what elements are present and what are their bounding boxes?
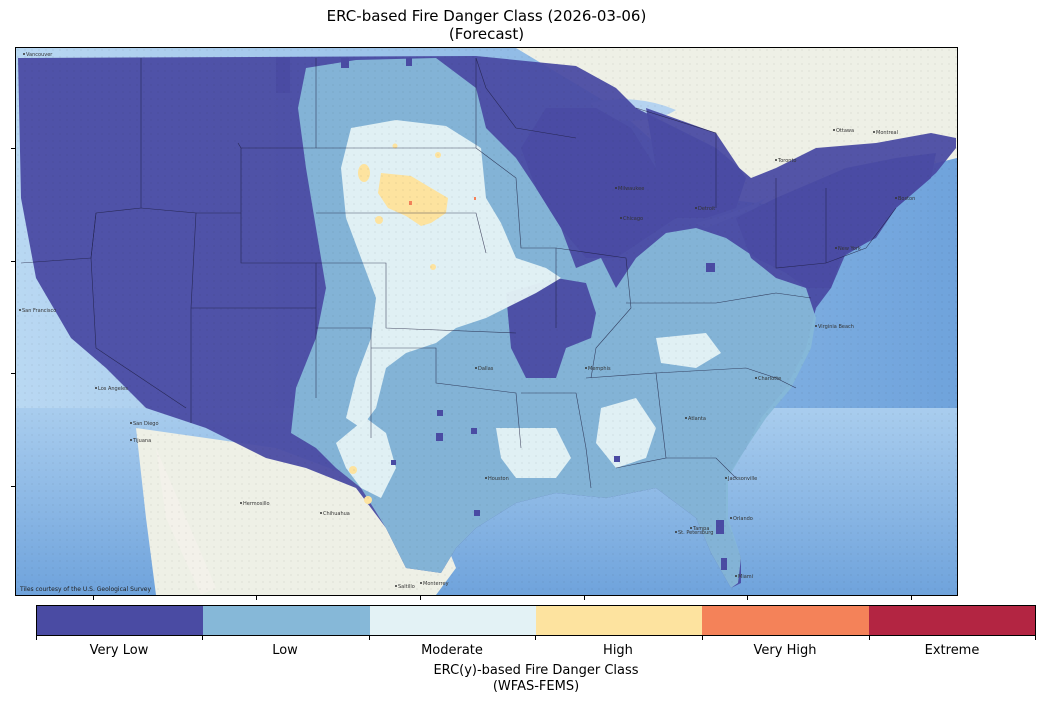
legend-tick bbox=[36, 636, 37, 640]
fire-danger-map: Vancouver Ottawa Montreal Toronto Milwaukee C… bbox=[16, 48, 957, 595]
city-dot bbox=[730, 517, 732, 519]
title-line-1: ERC-based Fire Danger Class (2026-03-06) bbox=[326, 7, 647, 25]
city-dot bbox=[130, 422, 132, 424]
city-dot bbox=[895, 197, 897, 199]
x-tick bbox=[256, 596, 257, 600]
city-label: San Diego bbox=[133, 421, 159, 427]
city-label: Saltillo bbox=[398, 584, 415, 590]
legend-colorbar bbox=[36, 605, 1036, 636]
city-label: Houston bbox=[488, 476, 509, 482]
y-tick bbox=[11, 148, 15, 149]
city-label: Toronto bbox=[777, 158, 796, 164]
city-dot bbox=[320, 512, 322, 514]
city-label: Vancouver bbox=[26, 52, 53, 58]
city-label: Dallas bbox=[478, 366, 494, 372]
x-tick bbox=[747, 596, 748, 600]
legend-tick bbox=[535, 636, 536, 640]
legend-tick bbox=[202, 636, 203, 640]
legend-label-moderate: Moderate bbox=[421, 643, 483, 658]
x-tick bbox=[584, 596, 585, 600]
city-dot bbox=[835, 247, 837, 249]
city-label: Miami bbox=[738, 574, 753, 580]
x-tick bbox=[93, 596, 94, 600]
city-label: San Francisco bbox=[22, 308, 56, 314]
city-dot bbox=[685, 417, 687, 419]
legend-swatch-very-high bbox=[702, 606, 869, 635]
chart-title: ERC-based Fire Danger Class (2026-03-06)… bbox=[0, 7, 973, 43]
city-dot bbox=[833, 129, 835, 131]
city-label: Chicago bbox=[623, 216, 643, 222]
city-label: Ottawa bbox=[836, 128, 854, 134]
city-dot bbox=[873, 131, 875, 133]
map-panel[interactable]: Vancouver Ottawa Montreal Toronto Milwaukee C… bbox=[15, 47, 958, 596]
legend-caption-line-1: ERC(y)-based Fire Danger Class bbox=[433, 663, 639, 678]
city-label: Virginia Beach bbox=[818, 324, 854, 330]
legend-swatch-high bbox=[535, 606, 703, 635]
y-tick bbox=[11, 373, 15, 374]
city-dot bbox=[775, 159, 777, 161]
city-dot bbox=[695, 207, 697, 209]
city-dot bbox=[130, 439, 132, 441]
legend-tick bbox=[702, 636, 703, 640]
legend-caption: ERC(y)-based Fire Danger Class (WFAS-FEM… bbox=[36, 663, 1036, 695]
city-label: Detroit bbox=[698, 206, 715, 212]
legend-tick bbox=[1035, 636, 1036, 640]
city-label: Charlotte bbox=[758, 376, 781, 382]
city-label: Milwaukee bbox=[618, 186, 644, 192]
legend-label-high: High bbox=[603, 643, 633, 658]
city-label: Monterrey bbox=[423, 581, 449, 587]
stipple-overlay bbox=[16, 48, 957, 595]
city-dot bbox=[690, 527, 692, 529]
city-dot bbox=[475, 367, 477, 369]
city-label: Montreal bbox=[876, 130, 898, 136]
city-label: Tijuana bbox=[132, 438, 151, 444]
y-tick bbox=[11, 261, 15, 262]
city-labels: Vancouver Ottawa Montreal Toronto Milwaukee C… bbox=[19, 52, 915, 590]
city-dot bbox=[240, 502, 242, 504]
city-dot bbox=[420, 582, 422, 584]
city-dot bbox=[615, 187, 617, 189]
city-label: Chihuahua bbox=[323, 511, 350, 517]
x-tick bbox=[911, 596, 912, 600]
city-dot bbox=[725, 477, 727, 479]
city-dot bbox=[675, 531, 677, 533]
legend-swatch-very-low bbox=[37, 606, 204, 635]
city-label: Jacksonville bbox=[727, 476, 757, 482]
legend-tick bbox=[369, 636, 370, 640]
city-dot bbox=[19, 309, 21, 311]
legend-label-low: Low bbox=[272, 643, 298, 658]
city-label: Hermosillo bbox=[243, 501, 270, 507]
city-dot bbox=[585, 367, 587, 369]
city-label: Tampa bbox=[692, 526, 709, 532]
legend-label-extreme: Extreme bbox=[924, 643, 980, 658]
city-dot bbox=[95, 387, 97, 389]
legend-label-very-low: Very Low bbox=[89, 643, 149, 658]
city-dot bbox=[485, 477, 487, 479]
city-dot bbox=[735, 575, 737, 577]
city-label: Orlando bbox=[733, 516, 753, 522]
city-label: St. Petersburg bbox=[678, 530, 713, 536]
x-tick bbox=[420, 596, 421, 600]
city-label: New York bbox=[838, 246, 861, 252]
map-attribution: Tiles courtesy of the U.S. Geological Su… bbox=[20, 586, 152, 593]
legend-tick bbox=[869, 636, 870, 640]
city-label: Atlanta bbox=[688, 416, 706, 422]
legend-caption-line-2: (WFAS-FEMS) bbox=[492, 679, 580, 694]
city-label: Los Angeles bbox=[98, 386, 128, 392]
legend-swatch-extreme bbox=[868, 606, 1035, 635]
city-label: Memphis bbox=[588, 366, 611, 372]
legend-swatch-low bbox=[203, 606, 370, 635]
y-tick bbox=[11, 486, 15, 487]
title-line-2: (Forecast) bbox=[448, 25, 525, 43]
legend-label-very-high: Very High bbox=[753, 643, 817, 658]
city-label: Boston bbox=[898, 196, 915, 202]
legend-swatch-moderate bbox=[369, 606, 536, 635]
city-dot bbox=[620, 217, 622, 219]
city-dot bbox=[395, 585, 397, 587]
city-dot bbox=[23, 53, 25, 55]
city-dot bbox=[755, 377, 757, 379]
city-dot bbox=[815, 325, 817, 327]
